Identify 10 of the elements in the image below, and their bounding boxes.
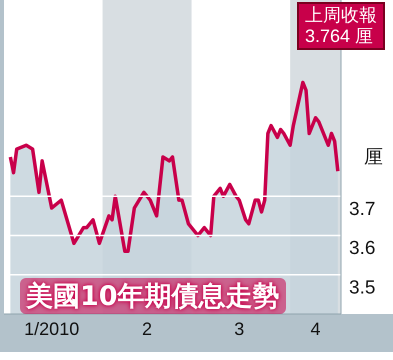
y-tick-label: 3.7 [349, 198, 376, 220]
y-tick-label: 3.6 [349, 238, 376, 260]
y-tick-label: 3.5 [349, 277, 376, 298]
y-axis-title: 厘 [364, 146, 383, 170]
x-tick-label: 2 [142, 318, 152, 339]
x-tick-label: 1/2010 [24, 318, 80, 339]
annotation: 上周收報 3.764 厘 [297, 2, 385, 50]
x-tick-label: 3 [234, 318, 244, 339]
x-tick-label: 4 [310, 318, 321, 339]
text: 美國10年期債息走勢 [20, 278, 286, 314]
